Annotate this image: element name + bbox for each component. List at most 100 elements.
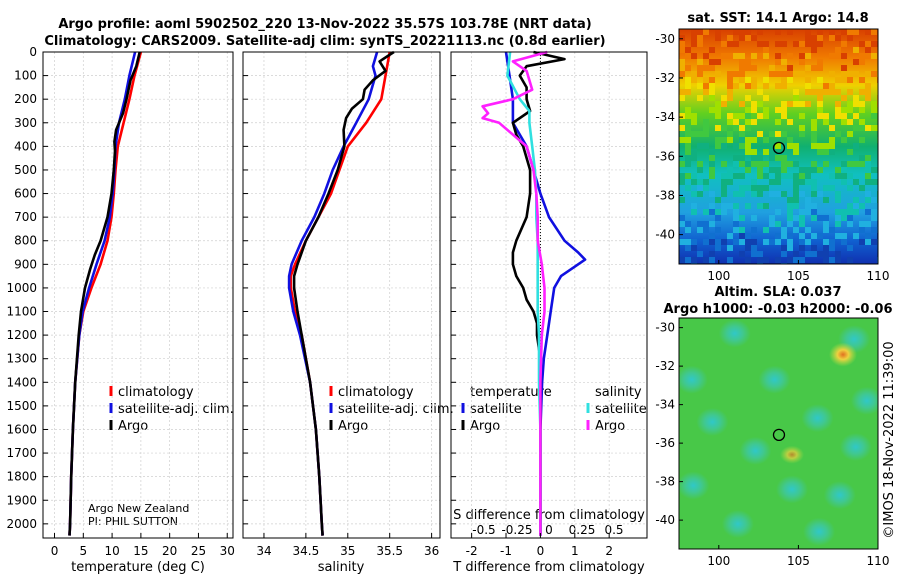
- sst-pixel: [685, 155, 691, 161]
- sst-pixel: [829, 89, 835, 95]
- difference-xlabel: T difference from climatology: [452, 560, 645, 575]
- sst-pixel: [697, 95, 703, 101]
- sst-pixel: [847, 257, 853, 263]
- sst-pixel: [679, 41, 685, 47]
- sst-pixel: [685, 221, 691, 227]
- y-tick-label: 1300: [6, 352, 37, 366]
- sst-pixel: [757, 113, 763, 119]
- sst-pixel: [787, 239, 793, 245]
- sst-pixel: [745, 107, 751, 113]
- sst-pixel: [823, 245, 829, 251]
- sst-pixel: [859, 203, 865, 209]
- sst-pixel: [733, 143, 739, 149]
- sst-pixel: [763, 203, 769, 209]
- sst-pixel: [811, 167, 817, 173]
- sst-pixel: [841, 71, 847, 77]
- figure-title-line1: Argo profile: aoml 5902502_220 13-Nov-20…: [58, 17, 591, 32]
- sst-pixel: [805, 101, 811, 107]
- sst-pixel: [835, 107, 841, 113]
- sst-pixel: [859, 137, 865, 143]
- sst-pixel: [853, 233, 859, 239]
- sst-pixel: [811, 215, 817, 221]
- s-tick-label: -0.5: [472, 523, 495, 537]
- sst-pixel: [751, 65, 757, 71]
- sst-pixel: [859, 89, 865, 95]
- sst-pixel: [733, 239, 739, 245]
- sst-pixel: [709, 77, 715, 83]
- sst-pixel: [847, 149, 853, 155]
- sst-pixel: [835, 101, 841, 107]
- sst-pixel: [739, 167, 745, 173]
- sst-pixel: [757, 191, 763, 197]
- sst-pixel: [841, 53, 847, 59]
- sst-pixel: [811, 233, 817, 239]
- sst-pixel: [811, 185, 817, 191]
- sst-pixel: [763, 113, 769, 119]
- sst-pixel: [763, 77, 769, 83]
- sst-pixel: [817, 113, 823, 119]
- sst-pixel: [715, 101, 721, 107]
- sst-pixel: [739, 125, 745, 131]
- sst-pixel: [775, 41, 781, 47]
- temp-legend-argo: Argo: [118, 419, 148, 434]
- sst-pixel: [709, 209, 715, 215]
- sst-pixel: [745, 239, 751, 245]
- sst-pixel: [697, 227, 703, 233]
- sst-pixel: [727, 173, 733, 179]
- series-line: [68, 51, 137, 536]
- x-tick-label: 5: [79, 544, 87, 558]
- sst-pixel: [745, 65, 751, 71]
- sst-pixel: [685, 239, 691, 245]
- sst-pixel: [703, 89, 709, 95]
- sla-low-eddy: [850, 386, 878, 415]
- sst-pixel: [817, 101, 823, 107]
- sst-pixel: [793, 89, 799, 95]
- sst-pixel: [841, 209, 847, 215]
- sst-pixel: [733, 221, 739, 227]
- sst-pixel: [679, 197, 685, 203]
- sst-pixel: [793, 251, 799, 257]
- sst-pixel: [745, 119, 751, 125]
- sst-pixel: [697, 83, 703, 89]
- sst-pixel: [757, 167, 763, 173]
- sst-pixel: [709, 173, 715, 179]
- sst-pixel: [679, 59, 685, 65]
- sst-pixel: [853, 59, 859, 65]
- sst-pixel: [745, 83, 751, 89]
- sst-pixel: [805, 89, 811, 95]
- sst-pixel: [745, 77, 751, 83]
- sst-pixel: [685, 245, 691, 251]
- sst-pixel: [763, 95, 769, 101]
- sst-pixel: [745, 167, 751, 173]
- sst-pixel: [769, 65, 775, 71]
- sst-pixel: [763, 239, 769, 245]
- sst-pixel: [811, 179, 817, 185]
- sst-pixel: [751, 215, 757, 221]
- sst-pixel: [703, 179, 709, 185]
- sst-pixel: [853, 95, 859, 101]
- sst-pixel: [865, 173, 871, 179]
- sst-pixel: [793, 215, 799, 221]
- sst-pixel: [787, 101, 793, 107]
- sst-pixel: [799, 179, 805, 185]
- sst-pixel: [781, 155, 787, 161]
- sst-pixel: [679, 215, 685, 221]
- sst-pixel: [781, 41, 787, 47]
- sst-pixel: [709, 95, 715, 101]
- sst-pixel: [811, 65, 817, 71]
- sst-pixel: [871, 29, 877, 35]
- sst-pixel: [703, 53, 709, 59]
- sst-pixel: [829, 53, 835, 59]
- sst-pixel: [871, 41, 877, 47]
- y-tick-label: 200: [14, 92, 37, 106]
- sst-pixel: [685, 131, 691, 137]
- sst-pixel: [709, 251, 715, 257]
- sst-pixel: [793, 227, 799, 233]
- sst-pixel: [793, 71, 799, 77]
- sst-pixel: [781, 227, 787, 233]
- x-tick-label: 25: [191, 544, 206, 558]
- sst-pixel: [865, 47, 871, 53]
- sst-pixel: [823, 149, 829, 155]
- sst-pixel: [811, 137, 817, 143]
- sst-pixel: [865, 161, 871, 167]
